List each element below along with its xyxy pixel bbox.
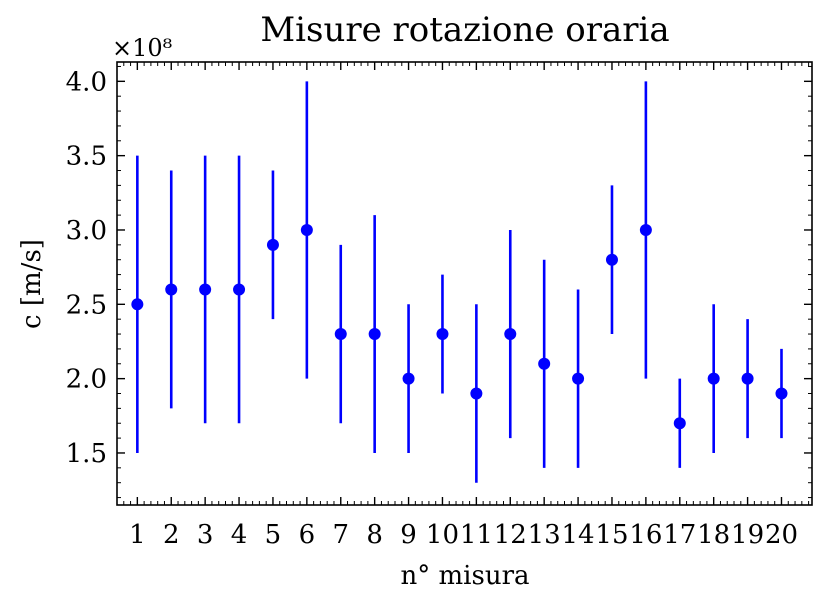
x-tick-label: 18 xyxy=(697,520,730,550)
y-tick-label: 3.5 xyxy=(66,142,107,172)
x-tick-label: 13 xyxy=(528,520,561,550)
data-point xyxy=(504,328,517,341)
data-point xyxy=(436,328,449,341)
data-point xyxy=(334,328,347,341)
x-tick-label: 3 xyxy=(197,520,214,550)
x-tick-label: 8 xyxy=(366,520,383,550)
chart-title: Misure rotazione oraria xyxy=(260,10,669,50)
y-tick-label: 4.0 xyxy=(66,67,107,97)
x-tick-label: 9 xyxy=(400,520,417,550)
y-tick-label: 1.5 xyxy=(66,439,107,469)
x-axis-label: n° misura xyxy=(401,561,530,591)
x-tick-label: 5 xyxy=(265,520,282,550)
plot-frame xyxy=(116,61,813,506)
data-point xyxy=(775,387,788,400)
x-tick-label: 2 xyxy=(163,520,180,550)
x-tick-labels: 1 2 3 4 5 6 7 8 9 10 11 12 13 14 15 16 17 18 19 20 xyxy=(129,520,798,550)
x-tick-label: 17 xyxy=(663,520,696,550)
minor-ticks xyxy=(116,62,812,505)
x-tick-label: 19 xyxy=(731,520,764,550)
y-axis-label: c [m/s] xyxy=(17,239,47,329)
y-tick-label: 3.0 xyxy=(66,216,107,246)
y-tick-labels: 1.5 2.0 2.5 3.0 3.5 4.0 xyxy=(66,67,107,469)
data-point xyxy=(368,328,381,341)
x-tick-label: 10 xyxy=(426,520,459,550)
major-ticks xyxy=(117,62,812,505)
data-point xyxy=(233,283,246,296)
data-point xyxy=(402,372,415,385)
data-point xyxy=(673,417,686,430)
y-tick-label: 2.5 xyxy=(66,290,107,320)
data-point xyxy=(199,283,212,296)
data-point xyxy=(300,223,313,236)
x-tick-label: 14 xyxy=(562,520,595,550)
x-tick-label: 16 xyxy=(629,520,662,550)
data-point xyxy=(639,223,652,236)
y-offset-label: ×10⁸ xyxy=(112,34,172,62)
data-point xyxy=(165,283,178,296)
data-point xyxy=(741,372,754,385)
x-tick-label: 7 xyxy=(332,520,349,550)
data-points xyxy=(131,223,788,430)
data-point xyxy=(572,372,585,385)
x-tick-label: 1 xyxy=(129,520,146,550)
x-tick-label: 15 xyxy=(595,520,628,550)
x-tick-label: 12 xyxy=(494,520,527,550)
x-tick-label: 6 xyxy=(299,520,316,550)
data-point xyxy=(538,357,551,370)
data-point xyxy=(707,372,720,385)
x-tick-label: 11 xyxy=(460,520,493,550)
y-tick-label: 2.0 xyxy=(66,365,107,395)
data-point xyxy=(266,238,279,251)
data-point xyxy=(470,387,483,400)
x-tick-label: 4 xyxy=(231,520,248,550)
data-point xyxy=(605,253,618,266)
x-tick-label: 20 xyxy=(765,520,798,550)
data-point xyxy=(131,298,144,311)
